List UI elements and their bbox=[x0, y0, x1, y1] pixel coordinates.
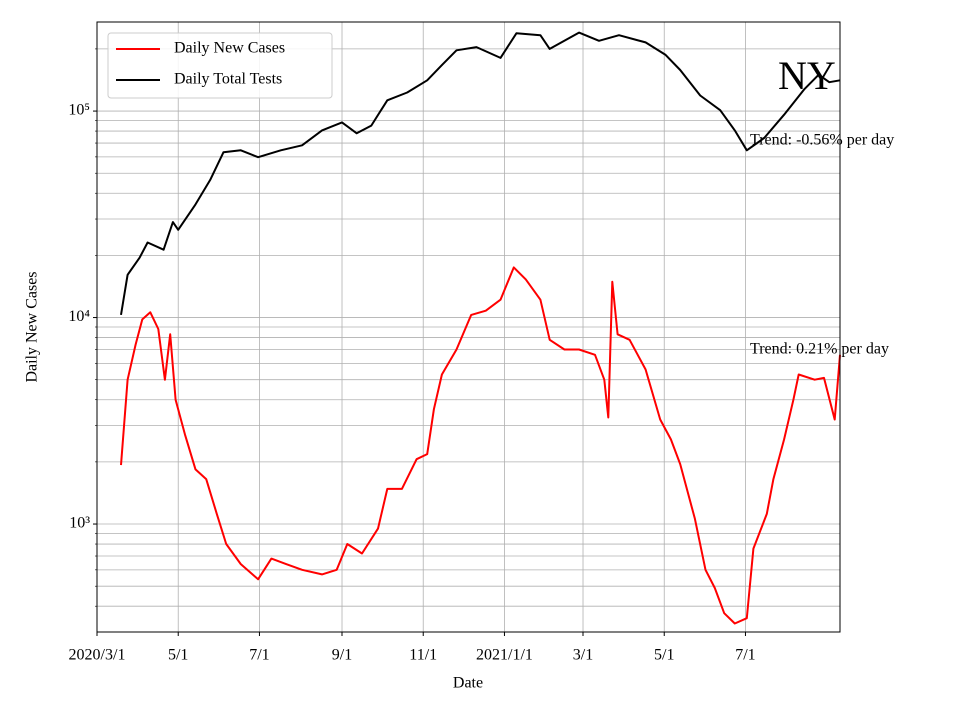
x-tick-label: 11/1 bbox=[409, 647, 437, 664]
y-tick-label: 10⁵ bbox=[68, 102, 90, 119]
x-tick-label: 9/1 bbox=[332, 647, 352, 664]
annotation: NY bbox=[778, 53, 836, 98]
data-line bbox=[120, 266, 841, 625]
x-tick-label: 5/1 bbox=[654, 647, 674, 664]
x-tick-label: 2021/1/1 bbox=[476, 647, 533, 664]
legend-label: Daily New Cases bbox=[174, 40, 285, 57]
x-tick-label: 7/1 bbox=[735, 647, 755, 664]
y-tick-label: 10⁴ bbox=[68, 308, 90, 325]
y-tick-label: 10³ bbox=[69, 515, 90, 532]
annotation: Trend: -0.56% per day bbox=[750, 132, 894, 149]
x-axis-label: Date bbox=[453, 675, 483, 692]
x-tick-label: 2020/3/1 bbox=[69, 647, 126, 664]
y-axis-label: Daily New Cases bbox=[24, 271, 41, 382]
legend-box bbox=[107, 32, 333, 99]
legend-label: Daily Total Tests bbox=[174, 71, 282, 88]
x-tick-label: 7/1 bbox=[249, 647, 269, 664]
x-tick-label: 5/1 bbox=[168, 647, 188, 664]
x-tick-label: 3/1 bbox=[573, 647, 593, 664]
annotation: Trend: 0.21% per day bbox=[750, 341, 889, 358]
plot-frame bbox=[96, 21, 841, 633]
data-line bbox=[120, 31, 841, 316]
